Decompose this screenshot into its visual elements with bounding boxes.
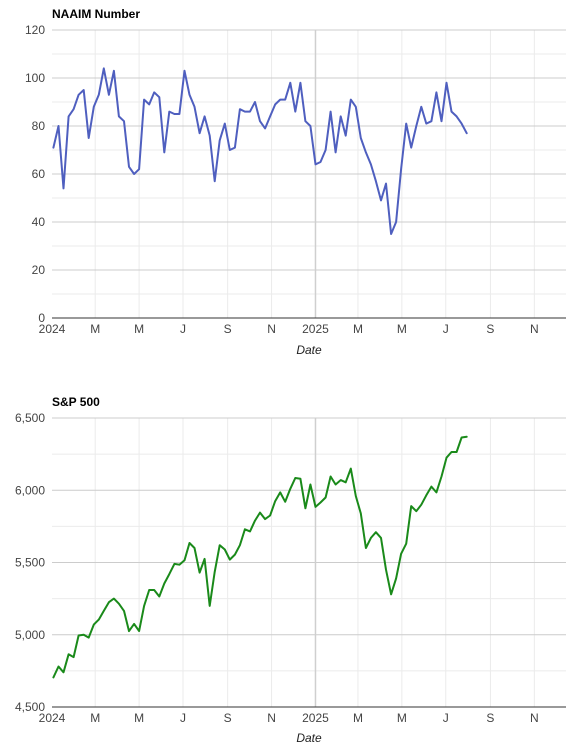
naaim-x-tick-label: S — [224, 322, 232, 336]
sp500-y-tick-label: 4,500 — [15, 700, 45, 714]
sp500-x-tick-label: 2025 — [302, 711, 329, 725]
naaim-x-tick-label: J — [180, 322, 186, 336]
sp500-x-tick-label: J — [443, 711, 449, 725]
naaim-x-tick-label: 2024 — [39, 322, 66, 336]
sp500-x-tick-label: N — [530, 711, 539, 725]
sp500-x-tick-label: S — [486, 711, 494, 725]
sp500-y-tick-label: 6,000 — [15, 483, 45, 497]
naaim-x-tick-label: N — [530, 322, 539, 336]
naaim-y-tick-label: 120 — [25, 23, 45, 37]
sp500-chart: S&P 500 4,500 5,000 5,500 6,000 6,500 2024 M M… — [15, 395, 566, 745]
naaim-x-tick-label: M — [90, 322, 100, 336]
sp500-x-tick-label: M — [353, 711, 363, 725]
sp500-x-tick-label: M — [397, 711, 407, 725]
naaim-x-tick-label: N — [267, 322, 276, 336]
sp500-x-axis-label: Date — [296, 731, 322, 745]
naaim-x-tick-label: M — [397, 322, 407, 336]
naaim-chart-title: NAAIM Number — [52, 7, 140, 21]
naaim-x-tick-label: M — [134, 322, 144, 336]
sp500-y-tick-label: 5,500 — [15, 556, 45, 570]
naaim-y-tick-label: 80 — [32, 119, 46, 133]
sp500-x-tick-label: N — [267, 711, 276, 725]
naaim-y-tick-label: 40 — [32, 215, 46, 229]
sp500-x-tick-label: S — [224, 711, 232, 725]
naaim-y-tick-label: 20 — [32, 263, 46, 277]
sp500-x-tick-label: J — [180, 711, 186, 725]
naaim-y-tick-label: 100 — [25, 71, 45, 85]
naaim-y-tick-label: 60 — [32, 167, 46, 181]
naaim-x-tick-label: S — [486, 322, 494, 336]
sp500-y-tick-label: 5,000 — [15, 628, 45, 642]
naaim-chart: NAAIM Number 0 20 40 60 80 100 120 2024 M M J S N 20… — [25, 7, 566, 357]
naaim-x-tick-label: 2025 — [302, 322, 329, 336]
sp500-x-tick-label: M — [90, 711, 100, 725]
naaim-x-axis-label: Date — [296, 343, 322, 357]
sp500-series-line — [52, 435, 468, 679]
sp500-chart-title: S&P 500 — [52, 395, 100, 409]
sp500-x-tick-label: 2024 — [39, 711, 66, 725]
naaim-y-tick-label: 0 — [38, 311, 45, 325]
naaim-x-tick-label: M — [353, 322, 363, 336]
sp500-y-tick-label: 6,500 — [15, 411, 45, 425]
sp500-x-tick-label: M — [134, 711, 144, 725]
naaim-series-line — [52, 67, 468, 235]
naaim-x-tick-label: J — [443, 322, 449, 336]
